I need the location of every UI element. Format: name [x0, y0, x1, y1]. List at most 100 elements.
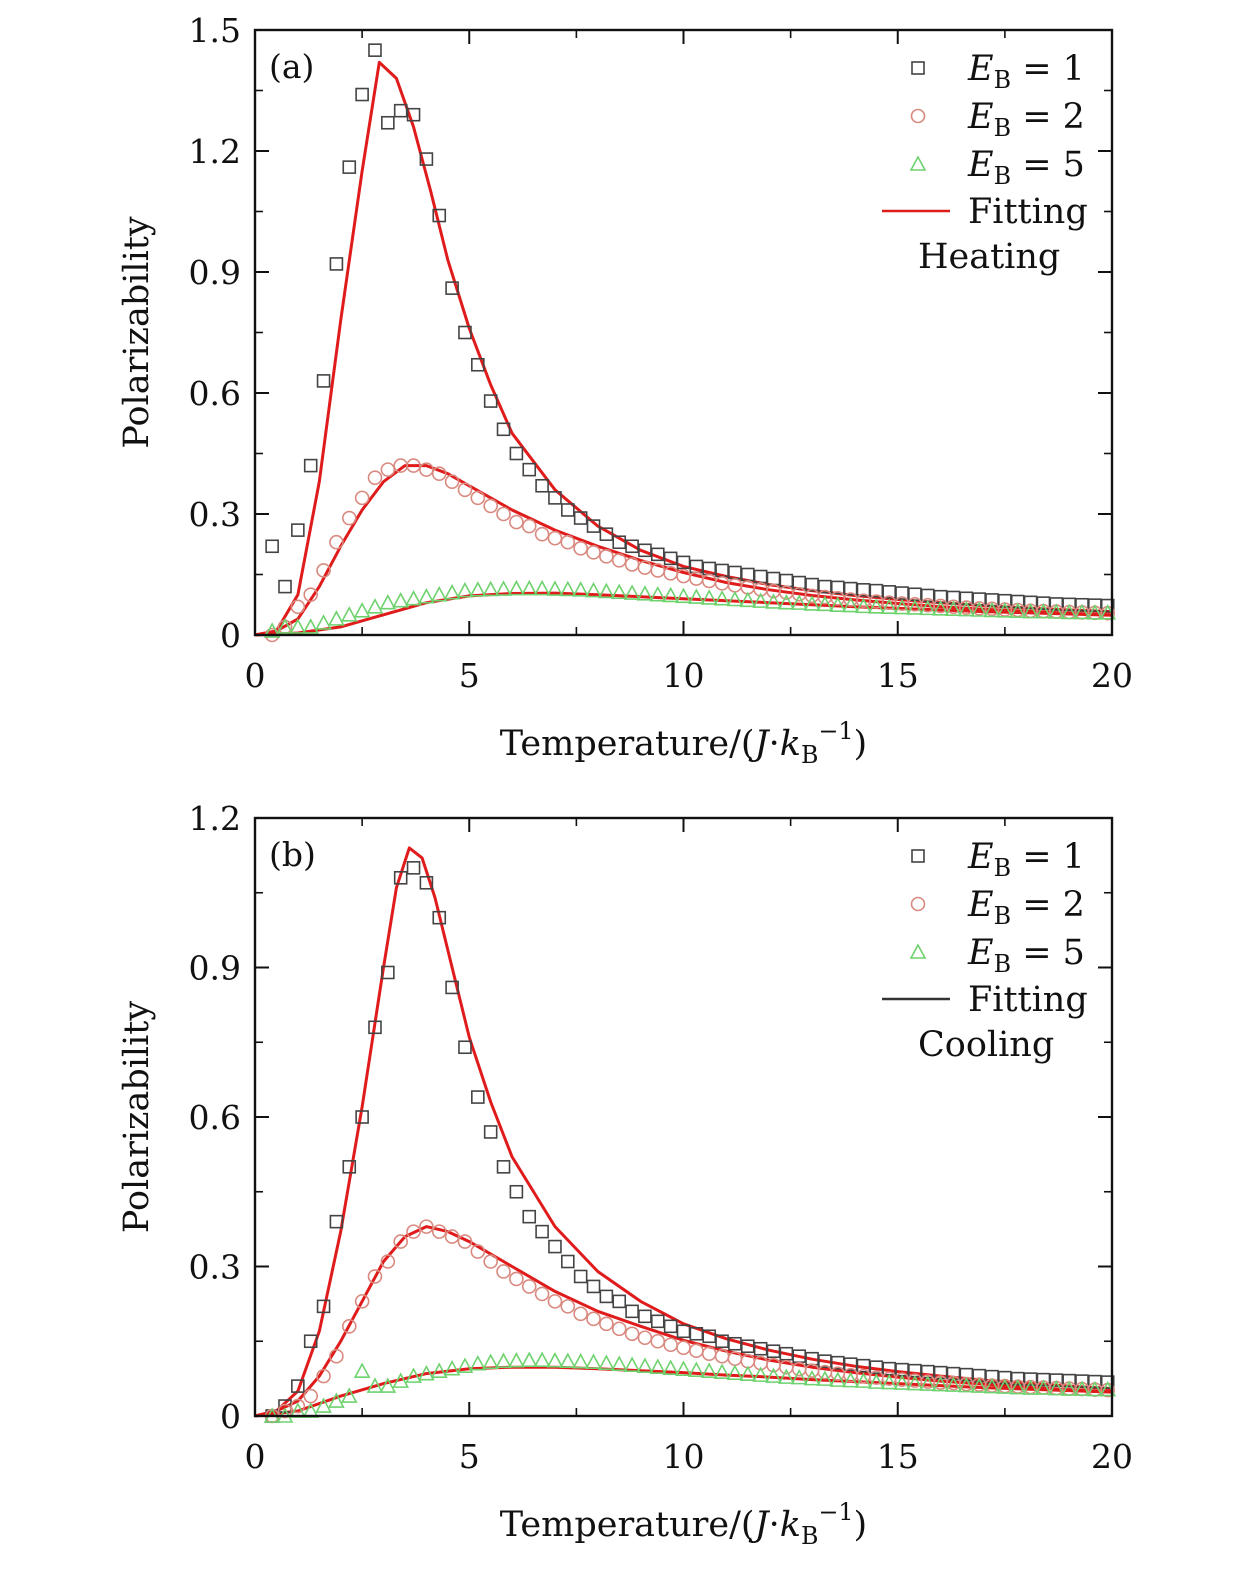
data-point-triangle — [662, 1359, 679, 1375]
y-tick-label: 0.9 — [189, 253, 241, 292]
data-point-triangle — [649, 1358, 667, 1374]
x-axis-label: Temperature/(J·kB−1) — [500, 717, 867, 769]
data-point-triangle — [816, 595, 834, 612]
data-point-square — [1075, 597, 1089, 612]
data-point-square — [856, 583, 871, 597]
y-tick-label: 0.3 — [189, 495, 241, 534]
data-point-circle — [521, 518, 537, 534]
panel-label: (b) — [269, 835, 316, 874]
data-point-circle — [329, 534, 344, 550]
data-point-square — [625, 1304, 639, 1319]
data-point-triangle — [688, 588, 705, 604]
data-point-circle — [611, 1321, 627, 1337]
legend-label: Fitting — [968, 980, 1088, 1020]
legend-label: EB = 5 — [967, 145, 1085, 190]
data-point-triangle — [623, 1356, 641, 1372]
data-point-triangle — [328, 610, 345, 626]
data-point-triangle — [482, 580, 500, 597]
data-point-triangle — [559, 580, 577, 597]
data-point-triangle — [1073, 603, 1091, 620]
data-point-square — [818, 1354, 832, 1368]
data-point-circle — [534, 1286, 550, 1302]
data-point-triangle — [739, 1365, 757, 1381]
data-point-square — [985, 593, 999, 607]
data-point-triangle — [636, 1357, 654, 1373]
data-point-square — [753, 1341, 768, 1356]
data-point-square — [1088, 598, 1102, 612]
data-point-circle — [509, 514, 524, 530]
data-point-square — [663, 1319, 678, 1334]
data-point-triangle — [533, 1351, 551, 1367]
data-point-circle — [354, 490, 370, 506]
data-point-square — [972, 592, 986, 606]
data-point-square — [471, 1090, 485, 1104]
data-point-triangle — [855, 1372, 872, 1388]
data-point-triangle — [1009, 1378, 1027, 1395]
data-point-circle — [303, 1388, 319, 1404]
data-point-circle — [483, 498, 498, 514]
data-point-square — [432, 208, 447, 223]
legend-label: EB = 2 — [967, 885, 1085, 930]
data-point-square — [329, 257, 344, 271]
data-point-square — [381, 115, 395, 130]
data-point-triangle — [790, 594, 808, 610]
y-tick-label: 0 — [220, 616, 241, 655]
data-point-square — [303, 1334, 318, 1349]
data-point-circle — [393, 1234, 408, 1249]
data-point-square — [265, 539, 279, 554]
data-point-circle — [329, 1348, 344, 1364]
data-point-square — [393, 103, 408, 118]
y-tick-label: 1.5 — [189, 11, 241, 50]
data-point-circle — [367, 470, 383, 486]
y-tick-label: 0.9 — [189, 949, 241, 988]
data-point-triangle — [366, 1377, 384, 1393]
data-point-square — [355, 1110, 369, 1124]
data-point-triangle — [675, 587, 692, 604]
data-point-circle — [611, 553, 627, 568]
data-point-triangle — [585, 1353, 602, 1369]
data-point-square — [1088, 1374, 1102, 1389]
data-point-square — [792, 575, 806, 590]
panel-b: 0 5 10 15 20 0 0.3 0.6 0.9 1.2 Temperature/(J·kB−1… — [117, 799, 1133, 1550]
data-point-circle — [419, 462, 434, 477]
data-point-square — [509, 1184, 524, 1199]
data-point-circle — [444, 1229, 460, 1244]
data-point-square — [535, 478, 549, 493]
data-point-circle — [354, 1294, 370, 1309]
data-point-triangle — [700, 1362, 718, 1378]
data-point-square — [599, 527, 614, 541]
data-point-triangle — [392, 592, 410, 608]
data-point-square — [676, 555, 691, 570]
data-point-square — [998, 1370, 1012, 1385]
legend-label: EB = 5 — [967, 933, 1085, 978]
data-point-square — [650, 1314, 665, 1329]
data-point-triangle — [932, 600, 949, 616]
x-tick-label: 15 — [877, 1437, 919, 1476]
data-point-circle — [457, 1234, 473, 1249]
data-point-triangle — [1086, 1380, 1104, 1397]
data-point-triangle — [713, 1363, 731, 1379]
data-point-triangle — [636, 585, 654, 601]
legend-label: EB = 1 — [967, 837, 1085, 882]
data-point-triangle — [469, 581, 487, 597]
data-point-circle — [714, 1348, 730, 1364]
data-point-square — [561, 503, 575, 517]
data-point-triangle — [765, 593, 782, 609]
data-point-square — [445, 980, 459, 995]
data-point-square — [766, 571, 781, 586]
data-point-square — [483, 394, 498, 408]
y-tick-label: 0 — [220, 1397, 241, 1436]
data-point-circle — [431, 1224, 447, 1239]
data-point-square — [291, 1379, 305, 1393]
data-point-circle — [303, 587, 319, 602]
y-tick-label: 0.6 — [189, 1098, 241, 1137]
annotation: Cooling — [918, 1025, 1054, 1065]
data-point-triangle — [1047, 1379, 1065, 1396]
data-point-triangle — [302, 618, 320, 634]
data-point-triangle — [418, 587, 435, 604]
legend-marker-square — [911, 849, 925, 863]
data-point-triangle — [880, 598, 898, 614]
data-point-square — [406, 861, 421, 875]
data-point-circle — [701, 1346, 717, 1362]
